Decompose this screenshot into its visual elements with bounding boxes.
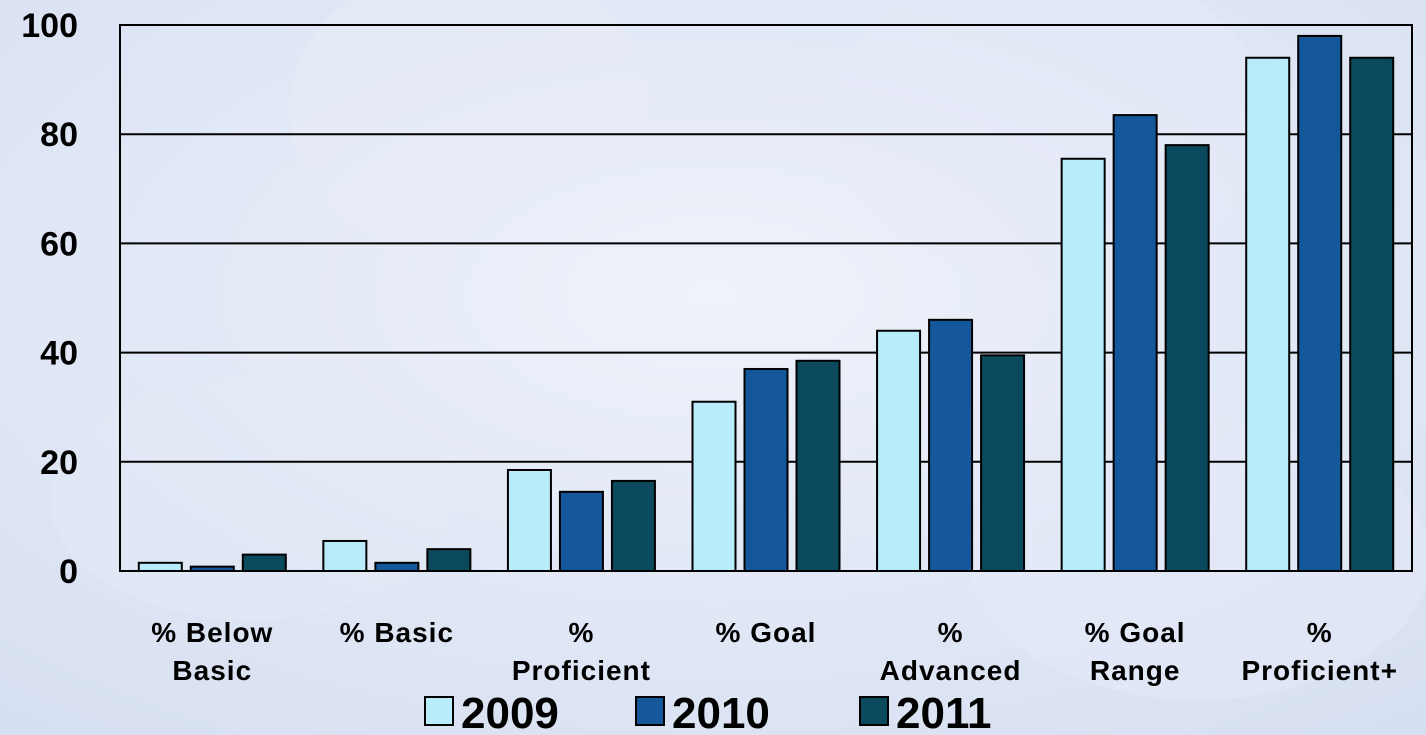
x-tick-label: % Below xyxy=(151,617,273,648)
bars xyxy=(137,34,1395,573)
y-tick-label: 20 xyxy=(40,444,78,482)
bar-2011-0 xyxy=(241,553,287,572)
y-tick-label: 80 xyxy=(40,116,78,154)
x-tick-label: % xyxy=(568,617,594,648)
y-tick-label: 40 xyxy=(40,335,78,373)
x-tick-label: % xyxy=(938,617,964,648)
bar-2009-3 xyxy=(691,400,737,572)
bar-2011-1 xyxy=(426,548,472,572)
legend-swatch-2011 xyxy=(859,696,889,726)
bar-2010-0 xyxy=(189,565,235,573)
x-tick-label: Range xyxy=(1090,655,1181,686)
bar-2009-5 xyxy=(1060,157,1106,573)
y-tick-label: 100 xyxy=(21,7,78,45)
bar-2011-3 xyxy=(795,359,841,573)
bar-2011-6 xyxy=(1349,56,1395,572)
legend-label-2010: 2010 xyxy=(672,689,770,735)
bar-2009-1 xyxy=(322,539,368,572)
x-tick-label: Proficient+ xyxy=(1241,655,1397,686)
bar-2009-6 xyxy=(1245,56,1291,572)
x-tick-label: Advanced xyxy=(880,655,1022,686)
x-tick-label: % xyxy=(1307,617,1333,648)
bar-2010-6 xyxy=(1297,34,1343,573)
y-tick-label: 60 xyxy=(40,225,78,263)
y-tick-label: 0 xyxy=(59,553,78,591)
bar-2010-5 xyxy=(1112,114,1158,572)
x-tick-label: % Basic xyxy=(340,617,454,648)
y-axis-ticks: 0 20 40 60 80 100 xyxy=(21,7,78,591)
x-tick-label: % Goal xyxy=(1085,617,1186,648)
bar-2011-4 xyxy=(980,354,1026,572)
bar-2010-2 xyxy=(558,490,604,572)
bar-2011-5 xyxy=(1164,144,1210,572)
legend-label-2009: 2009 xyxy=(461,689,559,735)
bar-2010-3 xyxy=(743,367,789,573)
x-tick-label: Basic xyxy=(172,655,252,686)
bar-2009-4 xyxy=(876,329,922,573)
bar-2010-1 xyxy=(374,561,420,572)
x-tick-label: Proficient xyxy=(512,655,651,686)
x-tick-label: % Goal xyxy=(716,617,817,648)
legend-label-2011: 2011 xyxy=(896,689,991,735)
x-axis-ticks: % Below Basic % Basic % Proficient % Goal % Adv… xyxy=(151,617,1397,686)
legend: 2009 2010 2011 xyxy=(424,689,991,735)
bar-2009-0 xyxy=(137,561,183,572)
bar-2009-2 xyxy=(506,468,552,572)
legend-swatch-2010 xyxy=(635,696,665,726)
bar-2011-2 xyxy=(610,479,656,572)
legend-swatch-2009 xyxy=(424,696,454,726)
bar-2010-4 xyxy=(928,318,974,572)
